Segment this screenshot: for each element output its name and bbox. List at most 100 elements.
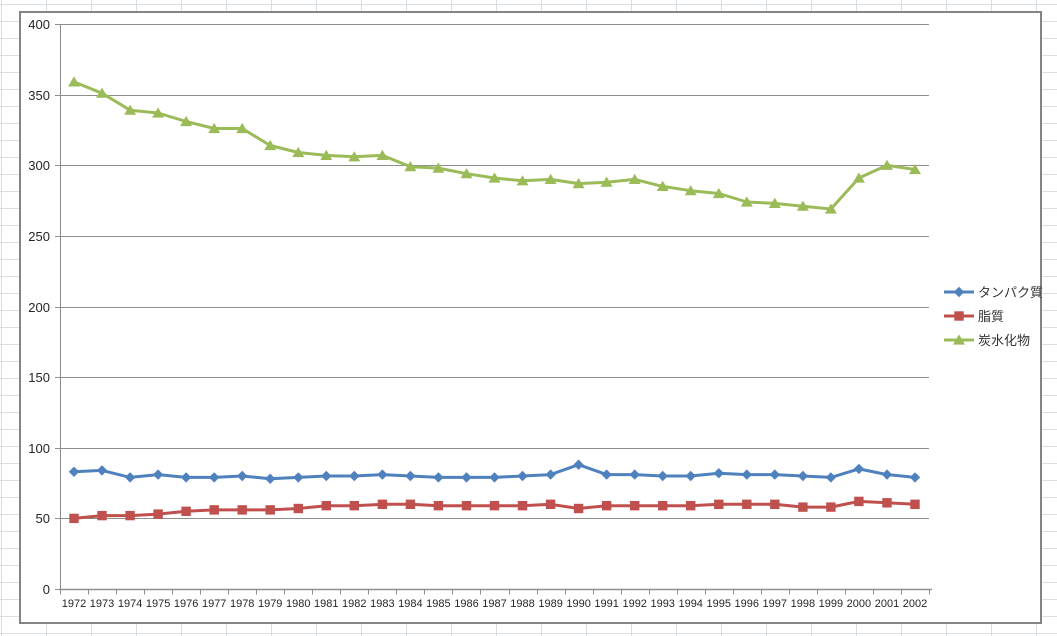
marker-fat: [153, 509, 163, 519]
marker-carbohydrate: [600, 176, 613, 187]
x-axis-label: 1981: [314, 598, 338, 610]
x-axis-label: 1985: [426, 598, 450, 610]
marker-fat: [714, 499, 724, 509]
marker-fat: [209, 505, 219, 515]
marker-protein: [433, 472, 444, 483]
marker-carbohydrate: [264, 139, 277, 151]
marker-protein: [713, 468, 724, 479]
marker-carbohydrate: [320, 149, 333, 160]
marker-carbohydrate: [488, 172, 501, 183]
marker-fat: [630, 501, 640, 511]
marker-carbohydrate: [208, 122, 221, 134]
marker-fat: [658, 501, 668, 511]
marker-carbohydrate: [712, 187, 725, 199]
x-axis-label: 1988: [510, 598, 534, 610]
marker-protein: [180, 472, 192, 483]
legend-item-carbohydrate[interactable]: 炭水化物: [943, 328, 1043, 352]
marker-protein: [265, 473, 276, 484]
x-axis-label: 1980: [286, 598, 310, 610]
marker-protein: [657, 470, 668, 482]
x-axis-label: 1991: [594, 598, 618, 610]
marker-carbohydrate: [684, 185, 697, 196]
x-axis-label: 1978: [230, 598, 254, 610]
marker-carbohydrate: [432, 162, 445, 173]
x-axis-label: 2001: [875, 598, 899, 610]
marker-protein: [573, 459, 584, 470]
y-axis-label: 100: [28, 441, 50, 456]
marker-fat: [321, 501, 331, 511]
x-axis-label: 1990: [566, 598, 590, 610]
marker-fat: [181, 506, 191, 516]
marker-carbohydrate: [404, 161, 417, 172]
marker-fat: [237, 505, 247, 515]
x-axis-label: 1993: [650, 598, 674, 610]
marker-protein: [909, 472, 921, 483]
marker-carbohydrate: [824, 203, 837, 214]
chart-object[interactable]: 0 50 100 150 200 250 300 350 400 1972 1973 1974 1975…: [19, 11, 1043, 624]
marker-protein: [237, 470, 248, 482]
marker-carbohydrate: [656, 180, 669, 191]
x-axis-label: 1992: [622, 598, 646, 610]
legend-item-protein[interactable]: タンパク質: [943, 280, 1043, 304]
marker-carbohydrate: [796, 200, 809, 211]
y-axis-label: 50: [36, 511, 50, 526]
legend-item-fat[interactable]: 脂質: [943, 304, 1043, 328]
marker-protein: [601, 469, 612, 480]
marker-fat: [854, 496, 864, 507]
marker-protein: [68, 466, 80, 477]
marker-carbohydrate: [516, 175, 529, 186]
marker-protein: [461, 472, 472, 483]
marker-protein: [769, 469, 780, 480]
x-axis-label: 1983: [370, 598, 394, 610]
marker-carbohydrate: [881, 159, 893, 170]
y-axis-label: 400: [28, 17, 50, 32]
chart-legend: タンパク質 脂質 炭水化物: [943, 280, 1043, 352]
marker-fat: [125, 510, 135, 521]
marker-fat: [770, 499, 780, 509]
marker-fat: [349, 501, 359, 511]
marker-protein: [881, 469, 893, 480]
marker-fat: [405, 499, 416, 509]
x-axis-label: 1999: [819, 598, 843, 610]
legend-marker-carbohydrate: [953, 334, 965, 345]
marker-protein: [321, 470, 332, 482]
marker-protein: [209, 472, 220, 483]
marker-fat: [461, 501, 472, 511]
marker-carbohydrate: [740, 196, 753, 207]
marker-fat: [489, 501, 500, 511]
marker-carbohydrate: [152, 107, 165, 118]
marker-protein: [741, 469, 752, 480]
marker-carbohydrate: [376, 149, 389, 160]
marker-carbohydrate: [68, 76, 80, 87]
x-axis-label: 1989: [538, 598, 562, 610]
x-axis-label: 1998: [791, 598, 815, 610]
marker-protein: [517, 470, 528, 482]
marker-fat: [882, 498, 892, 508]
marker-carbohydrate: [768, 197, 781, 208]
marker-fat: [826, 502, 836, 512]
x-axis-label: 2000: [847, 598, 871, 610]
marker-protein: [629, 469, 640, 480]
marker-protein: [124, 472, 136, 483]
marker-fat: [545, 499, 556, 509]
legend-marker-protein: [953, 286, 965, 298]
x-axis-label: 1996: [735, 598, 759, 610]
x-axis-label: 1974: [118, 598, 142, 610]
marker-fat: [377, 499, 388, 509]
x-axis-label: 1977: [202, 598, 226, 610]
marker-carbohydrate: [572, 178, 585, 189]
marker-protein: [825, 472, 837, 483]
marker-fat: [293, 503, 303, 514]
y-axis-label: 150: [28, 370, 50, 385]
marker-protein: [489, 472, 500, 483]
marker-fat: [517, 501, 528, 511]
marker-protein: [152, 469, 164, 480]
legend-label-carbohydrate: 炭水化物: [978, 332, 1031, 348]
y-axis-label: 250: [28, 229, 50, 244]
y-axis-label: 300: [28, 158, 50, 173]
marker-protein: [293, 472, 304, 483]
marker-fat: [97, 510, 107, 521]
marker-carbohydrate: [460, 168, 473, 179]
y-axis-label: 200: [28, 300, 50, 315]
marker-fat: [433, 501, 444, 511]
